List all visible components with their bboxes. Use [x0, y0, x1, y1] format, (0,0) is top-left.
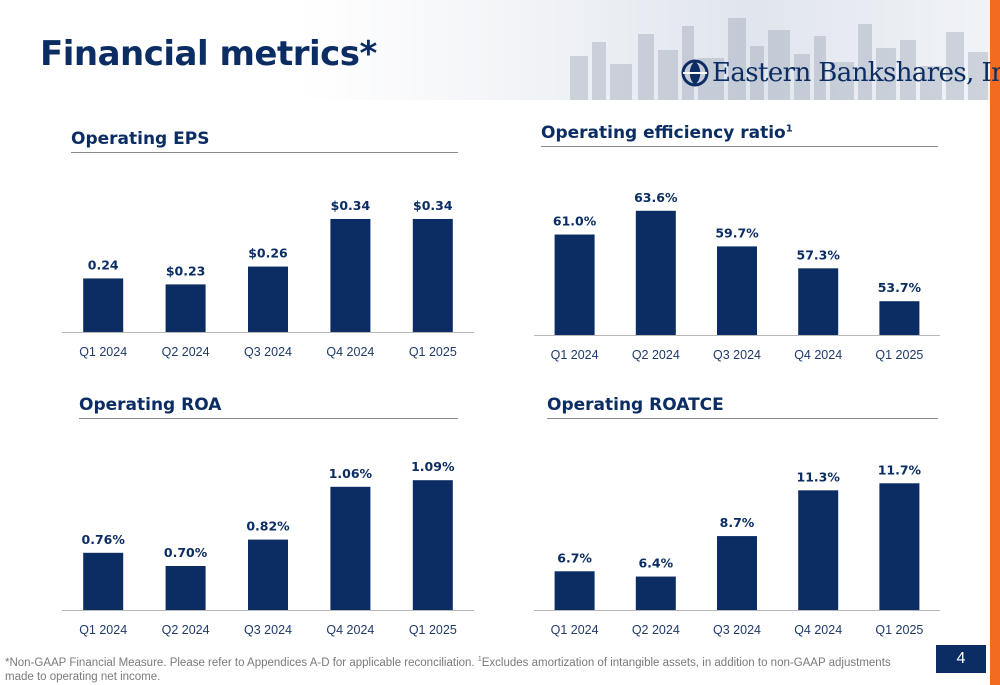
data-label: $0.34	[331, 198, 371, 213]
operating-eps-chart: 0.24 Q1 2024 $0.23 Q2 2024 $0.26 Q3 2024 $0.34…	[62, 198, 474, 359]
data-label: 6.4%	[638, 556, 673, 571]
x-tick-label: Q2 2024	[162, 345, 210, 359]
bar	[165, 566, 206, 610]
panel-title-operating-efficiency-ratio: Operating efficiency ratio1	[541, 123, 938, 147]
bar	[635, 210, 676, 335]
x-tick-label: Q4 2024	[794, 348, 842, 362]
bar	[798, 490, 839, 610]
data-label: 11.3%	[797, 469, 841, 484]
bar	[412, 218, 453, 332]
bar	[248, 539, 288, 610]
bar	[798, 268, 839, 335]
bar	[554, 571, 595, 610]
data-label: $0.34	[413, 198, 453, 213]
bar	[330, 218, 371, 332]
x-tick-label: Q1 2025	[409, 623, 457, 637]
data-label: 0.70%	[164, 545, 208, 560]
data-label: 53.7%	[878, 280, 922, 295]
x-tick-label: Q1 2024	[79, 623, 127, 637]
panel-title-text: Operating EPS	[71, 129, 210, 149]
footnote-superscript: 1	[477, 656, 482, 663]
header-background	[300, 0, 990, 100]
x-tick-label: Q3 2024	[713, 623, 761, 637]
data-label: 1.09%	[411, 459, 455, 474]
panel-title-operating-roatce: Operating ROATCE	[547, 395, 938, 419]
data-label: $0.23	[166, 263, 206, 278]
page-number: 4	[936, 645, 986, 673]
data-label: 0.82%	[246, 519, 290, 534]
panel-title-text: Operating ROA	[79, 395, 222, 415]
x-tick-label: Q1 2024	[79, 345, 127, 359]
bar	[83, 552, 124, 610]
bar	[412, 480, 453, 610]
company-logo: Eastern Bankshares, Inc.	[680, 58, 1000, 88]
bar	[165, 284, 206, 332]
bar	[717, 536, 757, 610]
data-label: 6.7%	[557, 550, 592, 565]
logo-text: Eastern Bankshares, Inc.	[712, 58, 1000, 88]
bar	[83, 278, 124, 332]
x-tick-label: Q1 2025	[409, 345, 457, 359]
panel-title-text: Operating efficiency ratio	[541, 123, 786, 143]
data-label: 63.6%	[634, 190, 678, 205]
panel-title-operating-roa: Operating ROA	[79, 395, 458, 419]
panel-title-text: Operating ROATCE	[547, 395, 724, 415]
data-label: 11.7%	[878, 462, 922, 477]
x-tick-label: Q4 2024	[326, 345, 374, 359]
x-tick-label: Q2 2024	[632, 623, 680, 637]
bar	[879, 483, 920, 610]
x-tick-label: Q2 2024	[162, 623, 210, 637]
data-label: 1.06%	[329, 466, 373, 481]
data-label: 0.24	[88, 257, 119, 272]
x-tick-label: Q1 2025	[875, 623, 923, 637]
bar	[717, 246, 757, 335]
footnote-text-continued: Excludes amortization of intangible asse…	[5, 656, 891, 683]
data-label: 0.76%	[82, 532, 126, 547]
bar	[635, 576, 676, 610]
x-tick-label: Q1 2024	[551, 623, 599, 637]
x-tick-label: Q1 2025	[875, 348, 923, 362]
x-tick-label: Q3 2024	[244, 345, 292, 359]
panel-title-operating-eps: Operating EPS	[71, 129, 458, 153]
x-tick-label: Q3 2024	[244, 623, 292, 637]
operating-efficiency-chart: 61.0% Q1 2024 63.6% Q2 2024 59.7% Q3 2024 57.3…	[534, 190, 940, 362]
operating-roatce-chart: 6.7% Q1 2024 6.4% Q2 2024 8.7% Q3 2024 11.3% Q4…	[534, 462, 940, 637]
bar	[879, 301, 920, 335]
data-label: 57.3%	[797, 247, 841, 262]
panel-title-sup: 1	[785, 123, 793, 135]
operating-roa-chart: 0.76% Q1 2024 0.70% Q2 2024 0.82% Q3 2024 1.06…	[62, 459, 474, 637]
data-label: 8.7%	[720, 515, 755, 530]
bar	[248, 266, 288, 332]
x-tick-label: Q4 2024	[794, 623, 842, 637]
x-tick-label: Q3 2024	[713, 348, 761, 362]
x-tick-label: Q2 2024	[632, 348, 680, 362]
accent-bar	[990, 0, 1000, 685]
footnote-text: *Non-GAAP Financial Measure. Please refe…	[5, 656, 478, 669]
bar	[554, 234, 595, 335]
bar	[330, 486, 371, 610]
page-title: Financial metrics*	[40, 34, 377, 74]
eastern-logo-icon	[681, 59, 709, 87]
data-label: $0.26	[248, 246, 288, 261]
x-tick-label: Q4 2024	[326, 623, 374, 637]
x-tick-label: Q1 2024	[551, 348, 599, 362]
footnote: *Non-GAAP Financial Measure. Please refe…	[5, 653, 905, 684]
data-label: 61.0%	[553, 214, 597, 229]
data-label: 59.7%	[715, 225, 759, 240]
